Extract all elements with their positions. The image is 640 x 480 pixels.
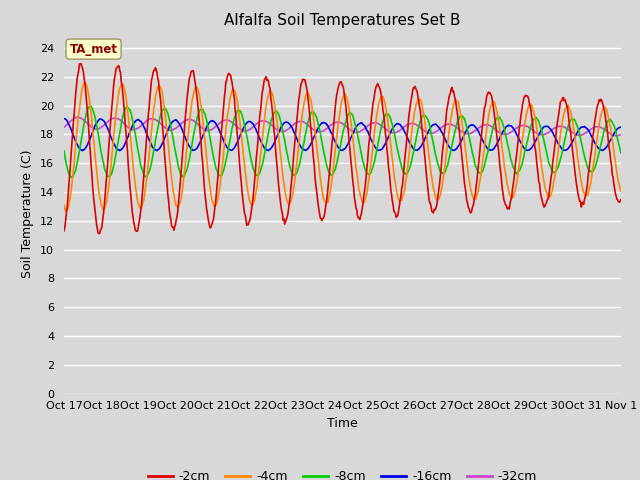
Title: Alfalfa Soil Temperatures Set B: Alfalfa Soil Temperatures Set B <box>224 13 461 28</box>
Text: TA_met: TA_met <box>70 43 118 56</box>
X-axis label: Time: Time <box>327 417 358 430</box>
Y-axis label: Soil Temperature (C): Soil Temperature (C) <box>22 149 35 278</box>
Legend: -2cm, -4cm, -8cm, -16cm, -32cm: -2cm, -4cm, -8cm, -16cm, -32cm <box>143 465 542 480</box>
